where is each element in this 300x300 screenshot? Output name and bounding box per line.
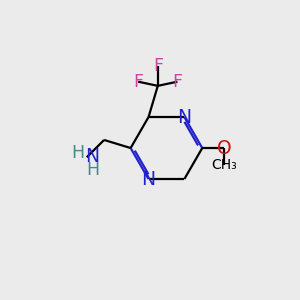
Text: H: H (86, 161, 99, 179)
Text: N: N (85, 147, 100, 166)
Text: F: F (172, 73, 182, 91)
Text: F: F (153, 57, 163, 75)
Text: H: H (71, 144, 84, 162)
Text: O: O (217, 139, 232, 158)
Text: N: N (142, 169, 156, 188)
Text: F: F (133, 73, 143, 91)
Text: N: N (177, 107, 191, 127)
Text: CH₃: CH₃ (211, 158, 237, 172)
